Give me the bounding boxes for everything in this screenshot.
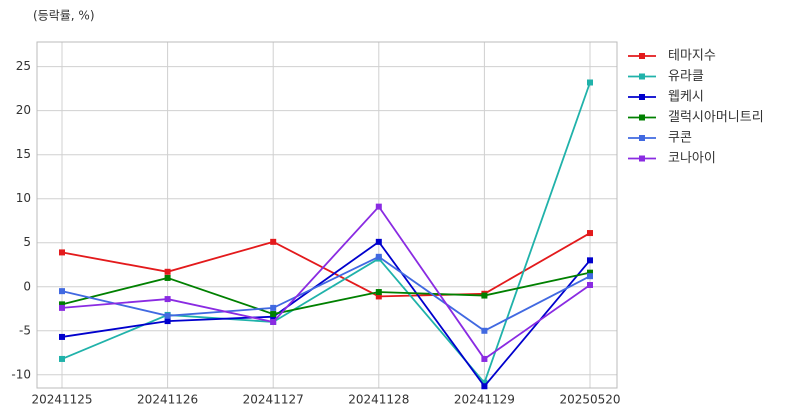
point <box>481 379 488 386</box>
x-tick-label: 20241126 <box>137 393 198 407</box>
point <box>59 249 65 256</box>
point <box>164 296 171 303</box>
point <box>587 269 593 276</box>
x-tick-label: 20241129 <box>454 393 515 407</box>
series-line <box>61 240 591 388</box>
point <box>587 79 593 86</box>
series-line <box>61 271 591 315</box>
legend-marker <box>639 73 645 80</box>
point <box>59 304 65 311</box>
point <box>270 318 277 325</box>
legend-marker <box>639 155 645 162</box>
plot-frame <box>36 41 618 389</box>
y-tick-label: 5 <box>23 235 31 249</box>
point <box>164 318 171 325</box>
point <box>59 355 65 362</box>
point <box>481 355 488 362</box>
series-line <box>61 205 591 361</box>
point <box>375 253 382 260</box>
y-tick-label: -5 <box>19 323 31 337</box>
x-tick-label: 20241125 <box>31 393 92 407</box>
point <box>587 257 593 264</box>
point <box>481 327 488 334</box>
point <box>270 304 277 311</box>
point <box>375 203 382 210</box>
point <box>164 312 171 319</box>
y-tick-label: 20 <box>16 103 31 117</box>
legend-marker <box>639 94 645 100</box>
point <box>59 333 65 340</box>
legend-marker <box>639 114 645 121</box>
y-tick-label: 10 <box>16 191 31 205</box>
series-line <box>61 255 591 332</box>
y-tick-label: 25 <box>16 59 31 73</box>
x-tick-label: 20250520 <box>559 393 620 407</box>
legend-label: 갤럭시아머니트리 <box>668 110 764 125</box>
point <box>164 274 171 281</box>
legend-marker <box>639 53 645 59</box>
point <box>587 281 593 288</box>
point <box>164 268 171 275</box>
legend-label: 웹케시 <box>668 90 704 105</box>
point <box>59 301 65 308</box>
y-tick-label: 15 <box>16 147 31 161</box>
y-tick-label: -10 <box>11 367 31 381</box>
point <box>59 288 65 295</box>
y-axis-label: (등락률, %) <box>33 9 95 23</box>
legend-label: 유라클 <box>668 69 704 84</box>
legend-label: 테마지수 <box>668 49 716 64</box>
legend-label: 코나아이 <box>668 151 716 166</box>
legend-label: 쿠콘 <box>668 131 692 146</box>
y-tick-label: 0 <box>23 279 31 293</box>
point <box>270 238 277 245</box>
legend-marker <box>639 135 645 141</box>
point <box>375 289 382 296</box>
point <box>587 230 593 237</box>
point <box>375 293 382 300</box>
point <box>375 238 382 245</box>
x-tick-label: 20241127 <box>243 393 304 407</box>
point <box>481 383 488 390</box>
point <box>587 273 593 280</box>
series-line <box>61 232 591 298</box>
series-line <box>61 82 591 385</box>
point <box>270 311 277 318</box>
point <box>481 292 488 299</box>
x-tick-label: 20241128 <box>348 393 409 407</box>
